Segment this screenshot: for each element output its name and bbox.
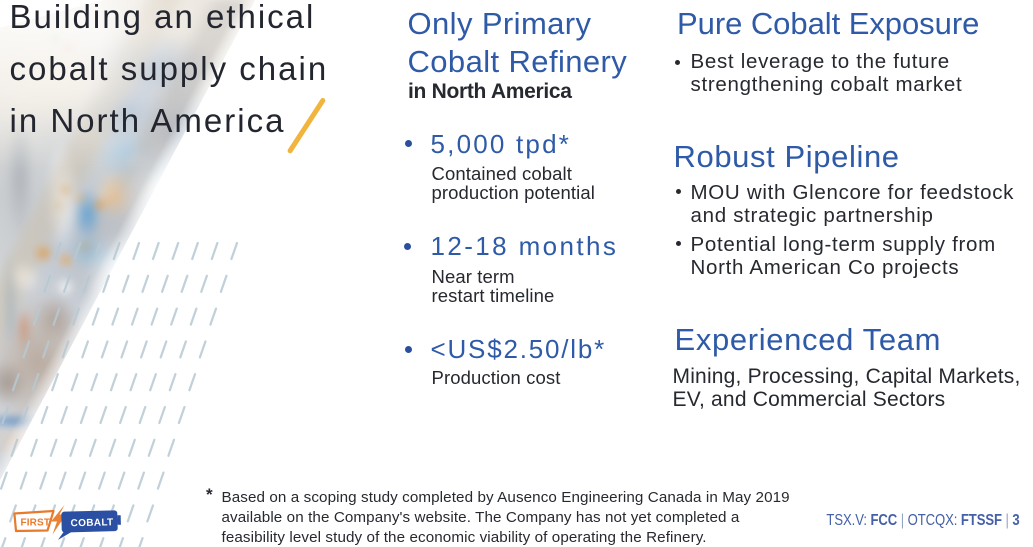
- svg-text:FIRST: FIRST: [21, 517, 51, 528]
- svg-text:COBALT: COBALT: [70, 517, 113, 529]
